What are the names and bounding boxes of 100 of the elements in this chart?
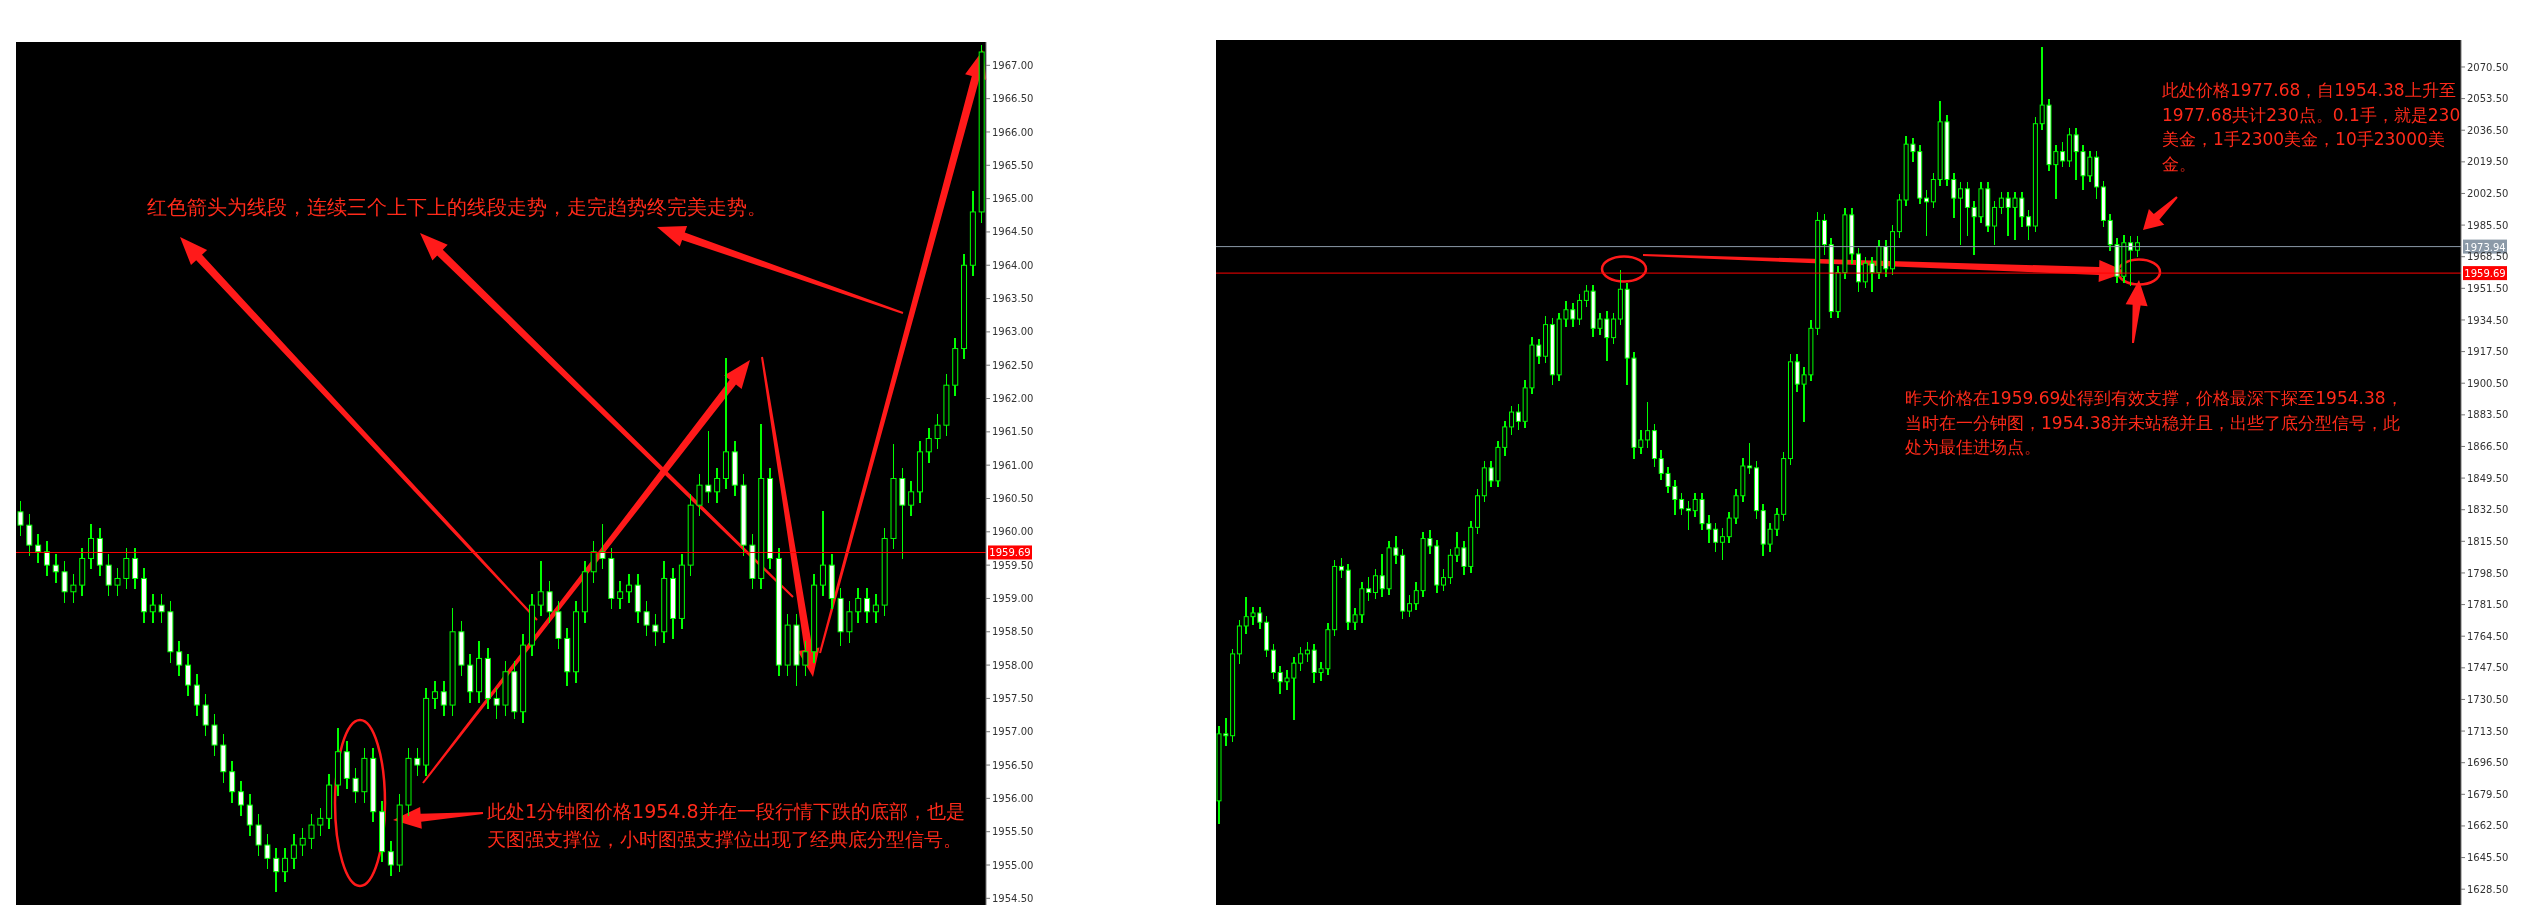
y-tick-label: 1968.50 [2467, 251, 2509, 263]
candlestick [176, 640, 183, 676]
candlestick [26, 514, 33, 556]
y-tick-label: 1798.50 [2467, 567, 2509, 579]
candlestick [1583, 284, 1589, 307]
candlestick [493, 687, 500, 720]
candlestick [43, 541, 50, 576]
y-tick-label: 1628.50 [2467, 883, 2509, 895]
ref-line-label: 1973.94 [2464, 241, 2506, 253]
y-tick-label: 2019.50 [2467, 156, 2509, 168]
y-tick-label: 1849.50 [2467, 472, 2509, 484]
candlestick [352, 767, 359, 803]
candlestick [290, 834, 297, 870]
y-tick-label: 2036.50 [2467, 124, 2509, 136]
y-tick-label: 1934.50 [2467, 314, 2509, 326]
y-tick-label: 1730.50 [2467, 694, 2509, 705]
candlestick [1645, 401, 1651, 449]
candlestick [872, 594, 879, 623]
candlestick [2060, 141, 2066, 168]
candlestick [229, 760, 236, 803]
y-tick-label: 1966.50 [992, 93, 1034, 105]
y-tick-label: 1679.50 [2467, 788, 2509, 800]
candlestick [714, 467, 721, 503]
candlestick [925, 427, 932, 463]
candlestick [546, 580, 553, 623]
candlestick [537, 561, 544, 616]
candlestick [864, 587, 871, 623]
candlestick [1685, 500, 1691, 531]
y-tick-label: 1955.50 [992, 826, 1034, 838]
annotation: 红色箭头为线段，连续三个上下上的线段走势，走完趋势终完美走势。 [147, 194, 768, 221]
candlestick [52, 554, 59, 583]
candlestick [2026, 210, 2032, 240]
candlestick [88, 524, 95, 570]
candlestick [132, 547, 139, 590]
y-tick-label: 1713.50 [2467, 725, 2509, 737]
candlestick [387, 840, 394, 876]
candlestick [1924, 189, 1930, 237]
annotation: 昨天价格在1959.69处得到有效支撑，价格最深下探至1954.38，当时在一分钟图，1954.38并未站稳并且，出些了底分型信号，此处为最佳进场点。 [1905, 387, 2404, 460]
candlestick [440, 680, 447, 716]
candlestick [819, 511, 826, 596]
candlestick [264, 834, 271, 870]
y-tick-label: 1965.50 [992, 159, 1034, 171]
candlestick [599, 524, 606, 570]
candlestick [802, 640, 809, 676]
candlestick [617, 580, 624, 610]
candlestick [114, 567, 121, 596]
candlestick [1719, 528, 1725, 560]
candlestick [149, 594, 156, 623]
ref-line-label: 1959.69 [2464, 268, 2506, 280]
y-tick-label: 1696.50 [2467, 757, 2509, 769]
annotation: 此处1分钟图价格1954.8并在一段行情下跌的底部，也是天图强支撑位，小时图强支撑位出现了经典底分型信号。 [487, 799, 966, 852]
y-tick-label: 1917.50 [2467, 346, 2509, 358]
candlestick [705, 431, 712, 503]
y-tick-label: 1959.50 [992, 559, 1034, 571]
candlestick [934, 414, 941, 450]
y-tick-label: 1959.00 [992, 593, 1034, 604]
candlestick [237, 780, 244, 816]
candlestick [1679, 493, 1685, 516]
candlestick [185, 654, 192, 696]
candlestick [202, 694, 209, 736]
y-tick-label: 1960.00 [992, 526, 1034, 538]
candlestick [317, 807, 324, 836]
y-tick-label: 2002.50 [2467, 188, 2509, 200]
candlestick [1577, 294, 1583, 326]
candlestick [414, 747, 421, 776]
y-tick-label: 2070.50 [2467, 61, 2509, 73]
candlestick [1298, 647, 1304, 672]
y-tick-label: 1963.00 [992, 326, 1034, 338]
candlestick [846, 600, 853, 643]
candlestick [61, 561, 68, 603]
y-tick-label: 1662.50 [2467, 820, 2509, 832]
y-tick-label: 1961.50 [992, 426, 1034, 438]
y-tick-label: 1955.00 [992, 859, 1034, 871]
y-tick-label: 2053.50 [2467, 93, 2509, 105]
y-tick-label: 1951.50 [2467, 282, 2509, 294]
y-tick-label: 1883.50 [2467, 409, 2509, 421]
candlestick [1611, 312, 1617, 345]
y-tick-label: 1964.00 [992, 259, 1034, 271]
candlestick [17, 501, 24, 536]
candlestick [1998, 191, 2004, 214]
y-tick-label: 1962.50 [992, 359, 1034, 371]
y-tick-label: 1961.00 [992, 459, 1034, 471]
candlestick [255, 814, 262, 856]
candlestick [308, 814, 315, 850]
y-tick-label: 1956.50 [992, 759, 1034, 771]
candlestick [246, 794, 253, 836]
y-tick-label: 1985.50 [2467, 219, 2509, 231]
candlestick [643, 600, 650, 636]
candlestick [35, 534, 42, 563]
candlestick [2128, 236, 2134, 287]
y-tick-label: 1900.50 [2467, 377, 2509, 389]
y-tick-label: 1866.50 [2467, 441, 2509, 453]
y-tick-label: 1962.00 [992, 393, 1034, 405]
candlestick [1372, 569, 1378, 599]
y-tick-label: 1965.00 [992, 193, 1034, 205]
candlestick [590, 541, 597, 583]
candlestick [625, 574, 632, 603]
candlestick [855, 587, 862, 623]
candlestick [282, 847, 289, 883]
y-tick-label: 1954.50 [992, 892, 1034, 904]
